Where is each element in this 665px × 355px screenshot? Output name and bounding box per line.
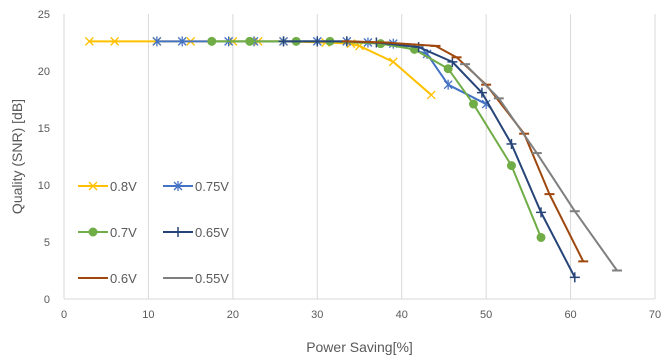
data-point	[468, 99, 478, 109]
legend-label: 0.8V	[110, 179, 137, 194]
data-series	[84, 36, 623, 283]
y-tick-label: 5	[44, 237, 50, 249]
x-tick-label: 40	[396, 309, 408, 321]
x-tick-label: 0	[61, 309, 67, 321]
series-line	[89, 40, 432, 96]
legend-entry: 0.6V	[78, 271, 137, 286]
series-line	[156, 40, 487, 105]
legend-label: 0.55V	[195, 271, 229, 286]
series-line	[211, 40, 542, 238]
y-tick-label: 10	[38, 180, 50, 192]
x-axis-title: Power Saving[%]	[306, 339, 413, 355]
data-point	[88, 181, 98, 191]
y-tick-label: 0	[44, 294, 50, 306]
axes: 0 10 20 30 40 50 60 70 0 5 10 15 20 25	[38, 9, 661, 321]
data-point	[536, 207, 547, 218]
series-0-55V	[460, 63, 623, 272]
data-point	[84, 36, 94, 46]
x-tick-label: 70	[649, 309, 661, 321]
legend-entry: 0.65V	[163, 225, 229, 240]
data-point	[312, 36, 323, 47]
data-point	[506, 138, 517, 149]
data-point	[388, 57, 398, 67]
data-point	[443, 64, 453, 74]
y-tick-label: 20	[38, 66, 50, 78]
data-point	[506, 161, 516, 171]
data-point	[173, 227, 183, 237]
data-point	[536, 232, 546, 242]
legend-entry: 0.75V	[163, 179, 229, 194]
data-point	[413, 42, 424, 53]
x-tick-label: 60	[564, 309, 576, 321]
x-tick-label: 20	[227, 309, 239, 321]
x-tick-label: 10	[142, 309, 154, 321]
legend-entry: 0.7V	[78, 225, 137, 240]
gridlines	[63, 14, 656, 299]
x-tick-label: 50	[480, 309, 492, 321]
data-point	[278, 36, 289, 47]
data-point	[443, 79, 453, 90]
y-tick-label: 25	[38, 9, 50, 21]
y-axis-title: Quality (SNR) [dB]	[9, 99, 25, 214]
data-point	[476, 87, 487, 98]
legend-label: 0.65V	[195, 225, 229, 240]
x-tick-label: 30	[311, 309, 323, 321]
data-point	[207, 36, 217, 46]
legend-label: 0.6V	[110, 271, 137, 286]
data-point	[245, 36, 255, 46]
data-point	[173, 181, 183, 191]
data-point	[110, 36, 120, 46]
legend: 0.8V 0.75V 0.7V 0.65V 0.6V 0.55V	[78, 179, 229, 286]
legend-entry: 0.55V	[163, 271, 229, 286]
data-point	[426, 90, 436, 100]
legend-label: 0.7V	[110, 225, 137, 240]
data-point	[447, 56, 458, 67]
legend-entry: 0.8V	[78, 179, 137, 194]
data-point	[88, 227, 98, 237]
y-tick-label: 15	[38, 123, 50, 135]
series-0-7V	[207, 36, 546, 242]
legend-label: 0.75V	[195, 179, 229, 194]
data-point	[152, 36, 162, 47]
data-point	[177, 36, 187, 47]
series-line	[283, 40, 576, 278]
data-point	[569, 272, 580, 283]
